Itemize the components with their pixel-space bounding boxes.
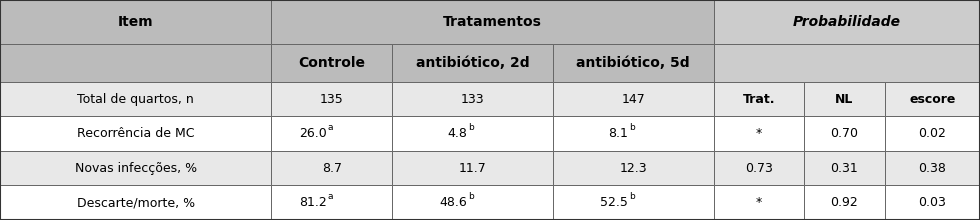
Bar: [271, 82, 392, 116]
Bar: [885, 151, 980, 185]
Bar: [0, 44, 271, 82]
Bar: [392, 116, 553, 151]
Text: 8.7: 8.7: [321, 162, 342, 175]
Bar: [271, 0, 713, 44]
Text: antibiótico, 2d: antibiótico, 2d: [416, 56, 529, 70]
Text: Controle: Controle: [298, 56, 366, 70]
Text: 0.38: 0.38: [918, 162, 947, 175]
Text: antibiótico, 5d: antibiótico, 5d: [576, 56, 690, 70]
Text: 8.1: 8.1: [609, 127, 628, 140]
Bar: [553, 116, 713, 151]
Bar: [271, 116, 392, 151]
Bar: [392, 151, 553, 185]
Text: b: b: [468, 192, 474, 201]
Text: Recorrência de MC: Recorrência de MC: [77, 127, 194, 140]
Bar: [713, 151, 805, 185]
Text: 26.0: 26.0: [299, 127, 326, 140]
Text: Trat.: Trat.: [743, 93, 775, 106]
Text: b: b: [629, 192, 635, 201]
Text: Total de quartos, n: Total de quartos, n: [77, 93, 194, 106]
Bar: [805, 151, 885, 185]
Text: 133: 133: [461, 93, 484, 106]
Bar: [0, 82, 271, 116]
Text: a: a: [327, 192, 333, 201]
Text: Descarte/morte, %: Descarte/morte, %: [76, 196, 195, 209]
Bar: [553, 82, 713, 116]
Bar: [885, 116, 980, 151]
Text: Probabilidade: Probabilidade: [793, 15, 901, 29]
Text: Tratamentos: Tratamentos: [443, 15, 542, 29]
Bar: [805, 82, 885, 116]
Bar: [392, 82, 553, 116]
Text: 0.31: 0.31: [830, 162, 858, 175]
Text: 12.3: 12.3: [619, 162, 647, 175]
Text: *: *: [756, 196, 762, 209]
Bar: [0, 116, 271, 151]
Bar: [553, 151, 713, 185]
Text: b: b: [629, 123, 635, 132]
Text: Novas infecções, %: Novas infecções, %: [74, 162, 197, 175]
Bar: [553, 44, 713, 82]
Bar: [271, 185, 392, 220]
Bar: [885, 82, 980, 116]
Text: Item: Item: [118, 15, 154, 29]
Bar: [392, 185, 553, 220]
Text: 0.02: 0.02: [918, 127, 947, 140]
Bar: [885, 185, 980, 220]
Bar: [713, 0, 980, 44]
Bar: [392, 44, 553, 82]
Text: 48.6: 48.6: [440, 196, 467, 209]
Text: escore: escore: [909, 93, 956, 106]
Bar: [0, 0, 271, 44]
Bar: [271, 44, 392, 82]
Bar: [553, 185, 713, 220]
Text: 0.73: 0.73: [745, 162, 773, 175]
Bar: [713, 44, 980, 82]
Bar: [0, 151, 271, 185]
Bar: [713, 185, 805, 220]
Text: *: *: [756, 127, 762, 140]
Bar: [713, 82, 805, 116]
Text: 147: 147: [621, 93, 645, 106]
Bar: [805, 116, 885, 151]
Text: b: b: [468, 123, 474, 132]
Text: 0.70: 0.70: [830, 127, 858, 140]
Text: 135: 135: [319, 93, 344, 106]
Text: NL: NL: [835, 93, 854, 106]
Text: 11.7: 11.7: [459, 162, 486, 175]
Bar: [713, 116, 805, 151]
Text: a: a: [327, 123, 333, 132]
Text: 4.8: 4.8: [448, 127, 467, 140]
Bar: [271, 151, 392, 185]
Text: 0.92: 0.92: [830, 196, 858, 209]
Bar: [0, 185, 271, 220]
Text: 81.2: 81.2: [299, 196, 326, 209]
Text: 0.03: 0.03: [918, 196, 947, 209]
Text: 52.5: 52.5: [601, 196, 628, 209]
Bar: [805, 185, 885, 220]
